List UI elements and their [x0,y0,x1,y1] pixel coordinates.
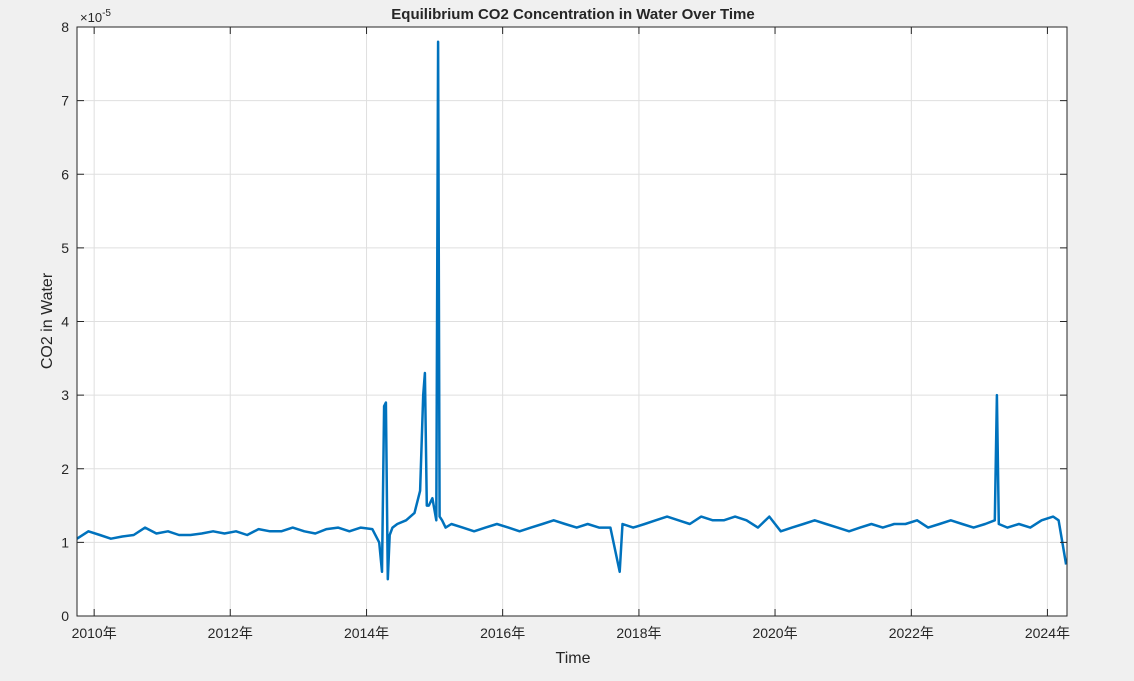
x-tick-label: 2014年 [344,625,389,641]
x-tick-label: 2012年 [208,625,253,641]
data-series [76,40,1068,581]
x-tick-label: 2024年 [1025,625,1070,641]
y-exponent: ×10-5 [80,8,111,25]
x-tick-label: 2016年 [480,625,525,641]
y-exponent-base: ×10 [80,10,102,25]
y-tick-label: 6 [61,166,69,182]
chart-title: Equilibrium CO2 Concentration in Water O… [391,6,754,23]
y-tick-label: 5 [61,240,69,256]
x-axis-label: Time [556,650,591,667]
y-tick-label: 4 [61,314,69,330]
y-tick-label: 2 [61,461,69,477]
axis-ticks: 0 1 2 3 4 5 6 7 8 2010年 2012年 2014年 2016年 2018年 2020年 2… [61,19,1070,641]
y-tick-label: 1 [61,534,69,550]
y-tick-label: 3 [61,387,69,403]
x-tick-label: 2010年 [72,625,117,641]
x-tick-label: 2020年 [752,625,797,641]
y-exponent-power: -5 [102,8,111,19]
y-tick-label: 7 [61,93,69,109]
y-axis-label: CO2 in Water [39,272,56,369]
y-tick-label: 0 [61,608,69,624]
x-tick-label: 2018年 [616,625,661,641]
series-line [76,40,1068,581]
y-tick-label: 8 [61,19,69,35]
x-tick-label: 2022年 [889,625,934,641]
